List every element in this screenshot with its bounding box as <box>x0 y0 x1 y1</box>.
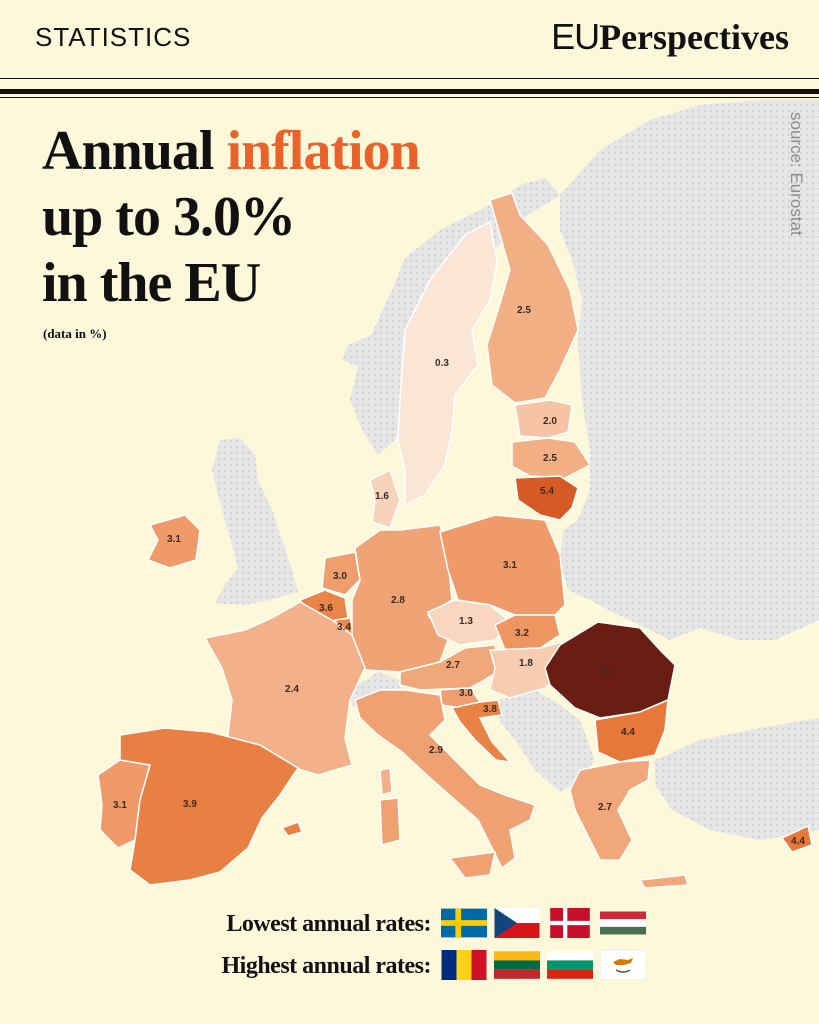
estonia-value: 2.0 <box>543 416 557 427</box>
section-label: STATISTICS <box>35 22 192 52</box>
title-highlight: inflation <box>226 120 420 182</box>
sweden-value: 0.3 <box>435 358 449 369</box>
slovenia-value: 3.0 <box>459 688 473 699</box>
italy-shape <box>354 689 536 870</box>
uk-land <box>212 438 298 605</box>
ireland-value: 3.1 <box>167 534 181 545</box>
data-unit-note: (data in %) <box>43 326 107 341</box>
austria-value: 2.7 <box>446 660 460 671</box>
divider-top <box>0 78 819 79</box>
corsica-shape <box>379 767 393 796</box>
russia-land <box>560 100 819 640</box>
bulgaria-shape <box>594 698 669 763</box>
romania-value: 8.2 <box>600 666 614 677</box>
legend-highest: Highest annual rates: <box>0 950 819 982</box>
ireland-shape <box>146 514 201 569</box>
legend-lowest-label: Lowest annual rates: <box>226 911 431 937</box>
spain-value: 3.9 <box>183 799 197 810</box>
legend-highest-label: Highest annual rates: <box>221 953 431 979</box>
title-line3: in the EU <box>42 252 261 314</box>
belgium-value: 3.6 <box>319 603 333 614</box>
iceland-land <box>342 335 395 368</box>
sardinia-shape <box>379 797 401 846</box>
turkey-land <box>655 718 819 840</box>
slovakia-value: 3.2 <box>515 628 529 639</box>
hungary-flag <box>600 908 646 938</box>
title-line1-a: Annual <box>42 120 227 182</box>
europe-map: 0.3 2.5 2.0 2.5 5.4 1.6 3.1 3.0 3.6 3.4 … <box>97 100 819 889</box>
brand-eu: EU <box>551 16 600 57</box>
france-value: 2.4 <box>285 684 299 695</box>
divider-bottom <box>0 97 819 98</box>
czechia-flag <box>494 908 540 938</box>
brand-perspectives: Perspectives <box>599 17 789 57</box>
greece-shape <box>569 759 651 861</box>
denmark-flag <box>547 908 593 938</box>
estonia-shape <box>514 399 573 439</box>
legend-lowest: Lowest annual rates: <box>0 908 819 940</box>
bulgaria-flag <box>547 950 593 980</box>
source-note: source: Eurostat <box>787 112 806 236</box>
luxembourg-value: 3.4 <box>337 622 351 633</box>
greece-value: 2.7 <box>598 802 612 813</box>
cyprus-flag <box>600 950 646 980</box>
denmark-value: 1.6 <box>375 491 389 502</box>
latvia-shape <box>511 437 592 479</box>
croatia-shape <box>450 699 512 764</box>
bulgaria-value: 4.4 <box>621 727 635 738</box>
france-shape <box>203 601 366 776</box>
country-shapes <box>97 192 813 889</box>
crete-shape <box>638 874 689 889</box>
spain-shape <box>119 727 300 886</box>
page-title: Annual inflation up to 3.0% in the EU <box>42 118 421 316</box>
title-line2: up to 3.0% <box>42 186 296 248</box>
portugal-value: 3.1 <box>113 800 127 811</box>
croatia-value: 3.8 <box>483 704 497 715</box>
hungary-value: 1.8 <box>519 658 533 669</box>
cyprus-value: 4.4 <box>791 836 805 847</box>
denmark-shape <box>369 468 401 529</box>
romania-flag <box>441 950 487 980</box>
finland-value: 2.5 <box>517 305 531 316</box>
balearic-shape <box>280 821 304 837</box>
divider-thick <box>0 89 819 94</box>
finland-shape <box>486 192 579 404</box>
lithuania-flag <box>494 950 540 980</box>
czechia-value: 1.3 <box>459 616 473 627</box>
netherlands-value: 3.0 <box>333 571 347 582</box>
latvia-value: 2.5 <box>543 453 557 464</box>
lithuania-shape <box>514 475 579 521</box>
sweden-shape <box>397 220 498 507</box>
sweden-flag <box>441 908 487 938</box>
balkans-land <box>498 690 595 792</box>
cyprus-shape <box>780 824 813 853</box>
poland-value: 3.1 <box>503 560 517 571</box>
hungary-shape <box>489 641 569 699</box>
brand-logo: EUPerspectives <box>551 16 789 58</box>
germany-value: 2.8 <box>391 595 405 606</box>
value-labels: 0.3 2.5 2.0 2.5 5.4 1.6 3.1 3.0 3.6 3.4 … <box>113 305 805 847</box>
lithuania-value: 5.4 <box>540 486 554 497</box>
header: STATISTICS EUPerspectives <box>0 0 819 78</box>
netherlands-shape <box>321 551 361 596</box>
sicily-shape <box>448 851 496 879</box>
italy-value: 2.9 <box>429 745 443 756</box>
